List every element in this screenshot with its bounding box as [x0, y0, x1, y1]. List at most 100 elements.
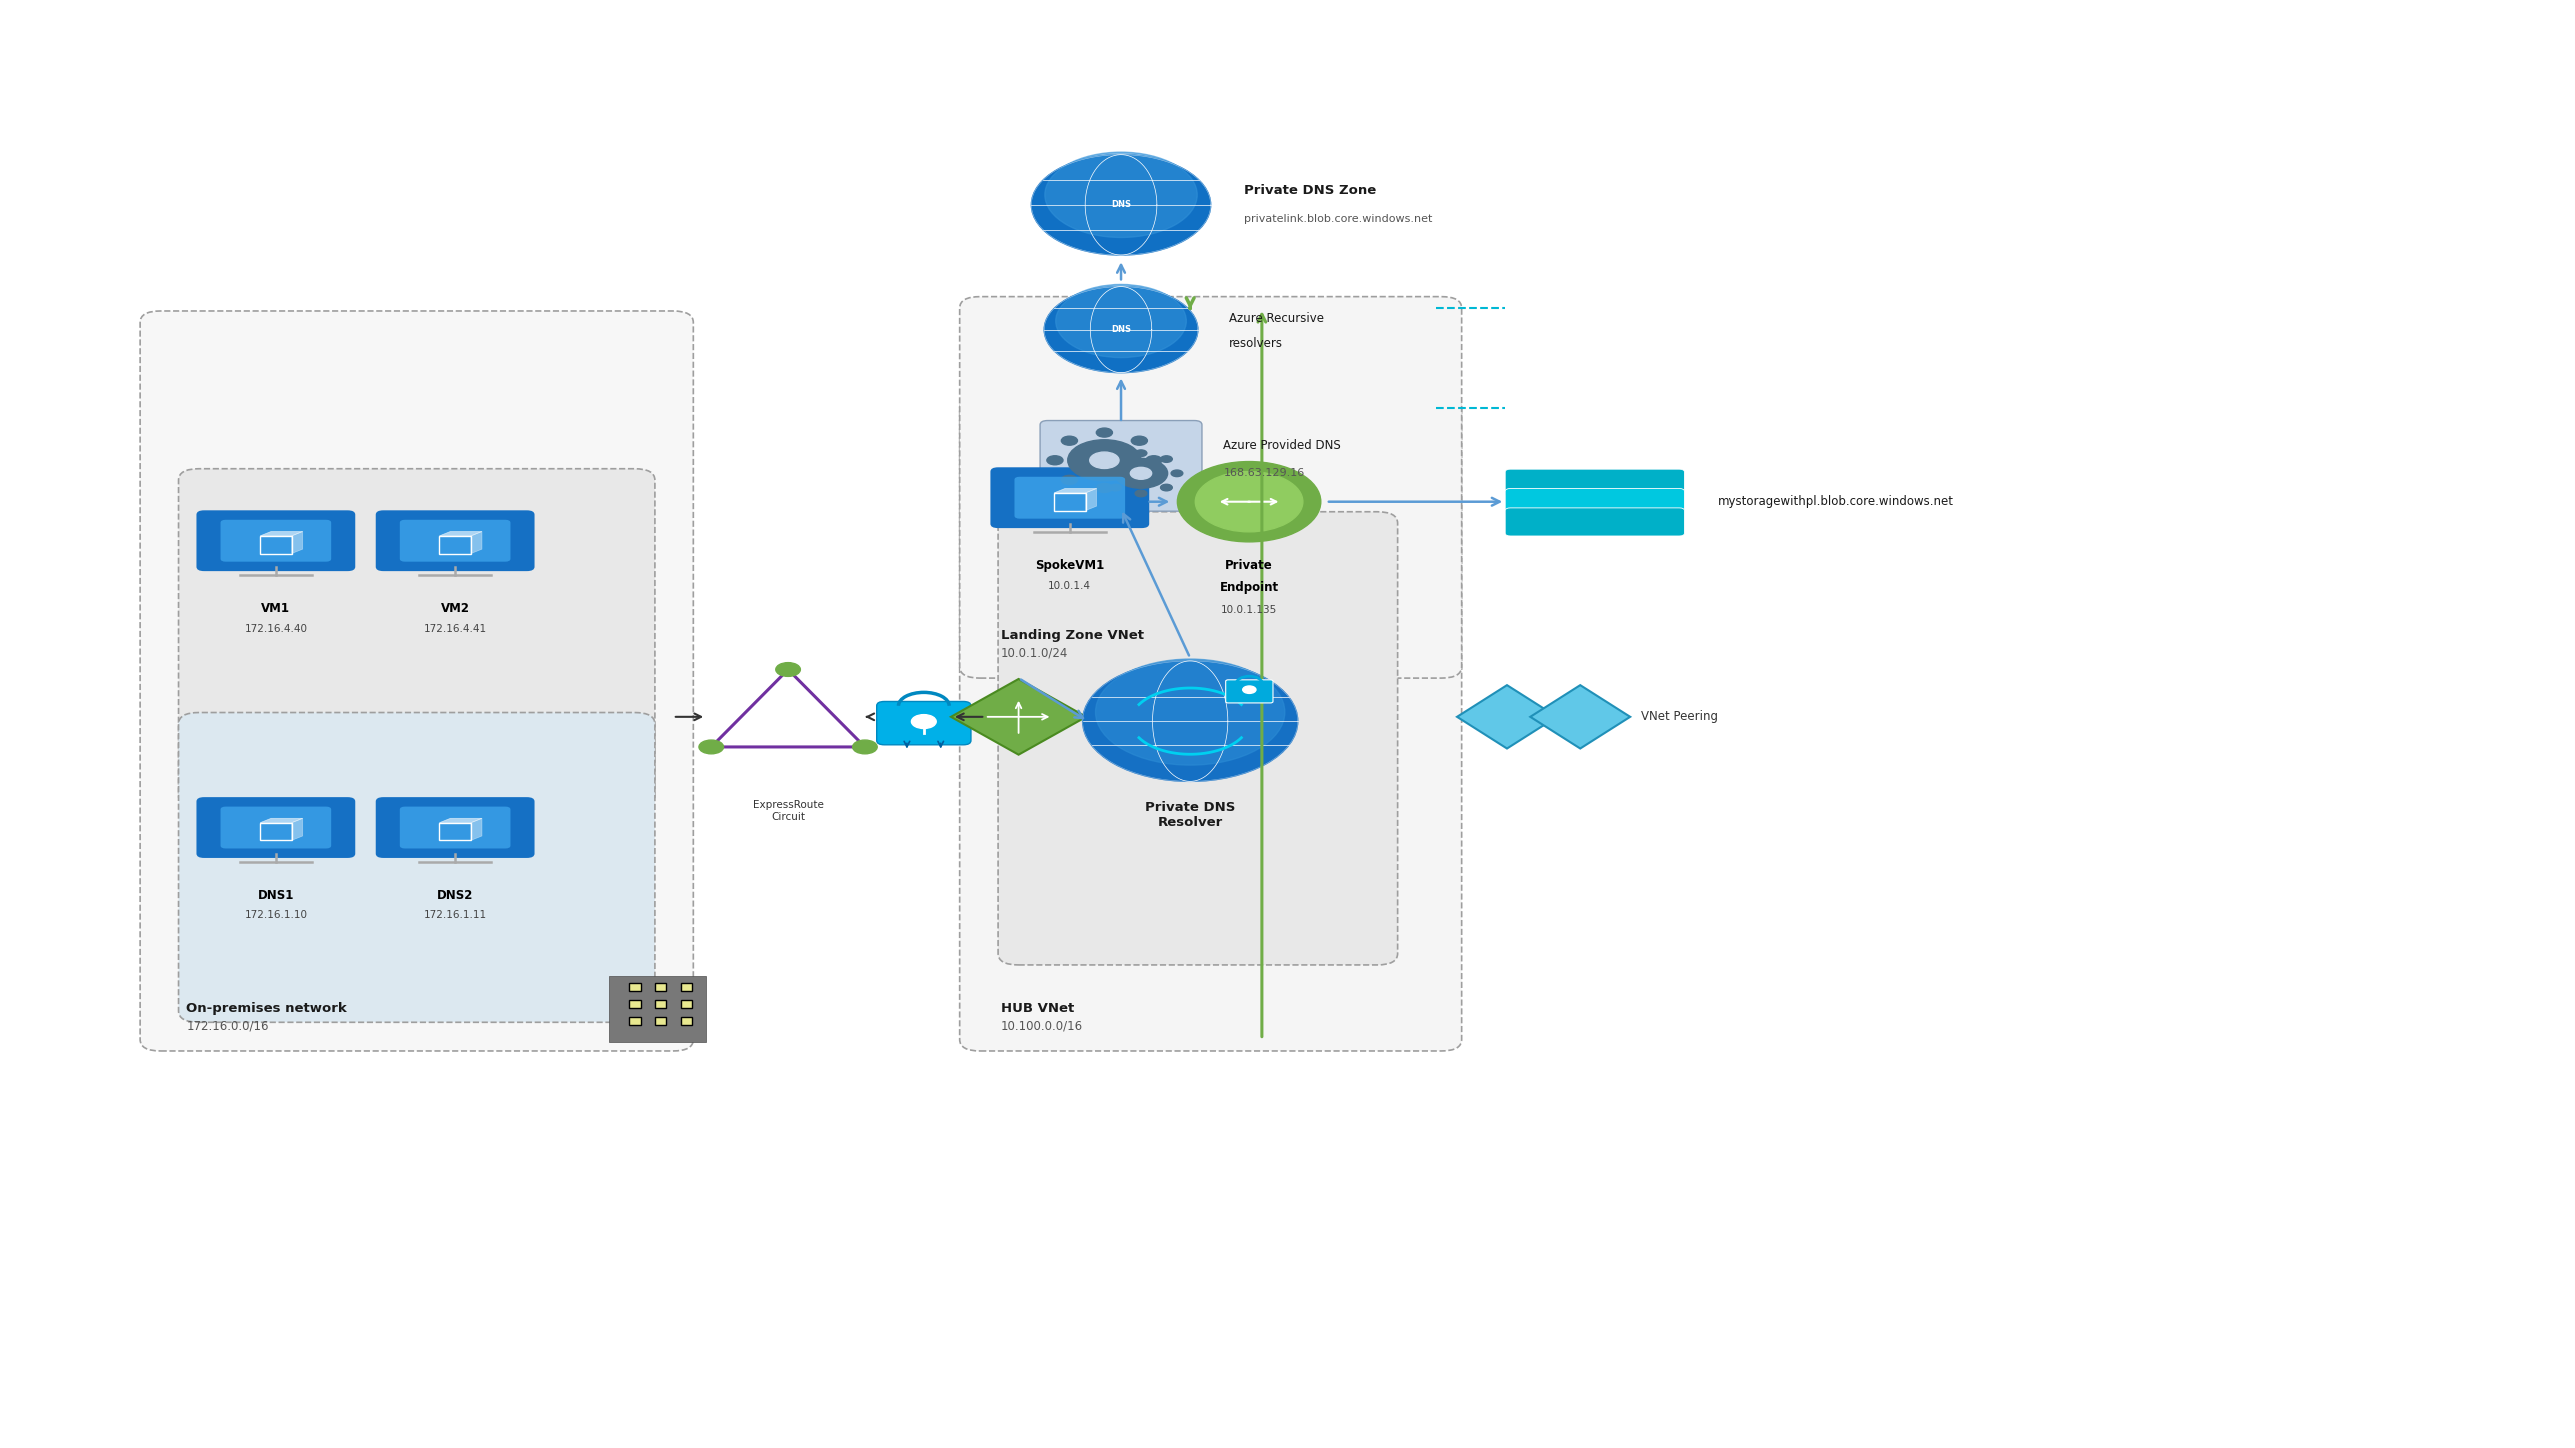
Polygon shape	[1530, 685, 1630, 749]
Circle shape	[1161, 484, 1172, 491]
Circle shape	[1195, 472, 1303, 531]
Circle shape	[1136, 450, 1146, 456]
Circle shape	[1146, 456, 1161, 465]
FancyBboxPatch shape	[376, 510, 536, 571]
Circle shape	[1130, 468, 1151, 479]
Circle shape	[1100, 471, 1110, 476]
Circle shape	[1097, 484, 1112, 492]
Circle shape	[1089, 452, 1120, 469]
Polygon shape	[440, 818, 482, 822]
Polygon shape	[471, 531, 482, 553]
Circle shape	[1061, 475, 1076, 484]
Text: Private: Private	[1226, 559, 1272, 572]
FancyBboxPatch shape	[999, 511, 1398, 964]
FancyBboxPatch shape	[654, 983, 667, 990]
Text: DNS: DNS	[1110, 326, 1130, 334]
Text: ExpressRoute
Circuit: ExpressRoute Circuit	[752, 799, 824, 821]
Circle shape	[1110, 456, 1123, 462]
Text: 10.100.0.0/16: 10.100.0.0/16	[1002, 1019, 1082, 1032]
Text: Private DNS Zone: Private DNS Zone	[1244, 184, 1375, 197]
FancyBboxPatch shape	[1506, 508, 1684, 536]
Text: resolvers: resolvers	[1228, 337, 1282, 350]
Text: Endpoint: Endpoint	[1221, 581, 1280, 594]
FancyBboxPatch shape	[680, 1001, 693, 1008]
Circle shape	[1082, 660, 1298, 782]
FancyBboxPatch shape	[1040, 420, 1203, 511]
Circle shape	[1161, 456, 1172, 462]
Polygon shape	[291, 818, 304, 840]
Circle shape	[1115, 459, 1166, 488]
Circle shape	[1094, 659, 1285, 765]
Text: 172.16.0.0/16: 172.16.0.0/16	[185, 1019, 268, 1032]
FancyBboxPatch shape	[376, 798, 536, 859]
Circle shape	[1069, 440, 1141, 481]
Circle shape	[1061, 436, 1076, 445]
Text: DNS1: DNS1	[258, 889, 294, 902]
Circle shape	[1177, 462, 1321, 542]
Circle shape	[912, 715, 937, 728]
FancyBboxPatch shape	[178, 469, 654, 807]
FancyBboxPatch shape	[608, 976, 706, 1043]
Circle shape	[1056, 284, 1187, 358]
Text: 172.16.1.11: 172.16.1.11	[422, 911, 487, 921]
FancyBboxPatch shape	[680, 1016, 693, 1025]
Text: 10.0.1.135: 10.0.1.135	[1221, 605, 1277, 615]
FancyBboxPatch shape	[654, 1001, 667, 1008]
Circle shape	[1048, 456, 1063, 465]
Text: Azure Provided DNS: Azure Provided DNS	[1223, 439, 1342, 452]
Text: VM1: VM1	[260, 602, 291, 615]
FancyBboxPatch shape	[139, 311, 693, 1051]
FancyBboxPatch shape	[628, 1001, 641, 1008]
Text: 172.16.4.40: 172.16.4.40	[245, 624, 306, 634]
Text: 168.63.129.16: 168.63.129.16	[1223, 468, 1306, 478]
Text: Landing Zone VNet: Landing Zone VNet	[1002, 630, 1143, 643]
Text: HUB VNet: HUB VNet	[1002, 1002, 1074, 1015]
FancyBboxPatch shape	[960, 297, 1463, 678]
Circle shape	[852, 740, 878, 754]
Text: 10.0.1.0/24: 10.0.1.0/24	[1002, 646, 1069, 659]
Circle shape	[1110, 484, 1123, 491]
Text: 10.0.1.4: 10.0.1.4	[1048, 581, 1092, 591]
Circle shape	[1045, 152, 1197, 237]
FancyBboxPatch shape	[628, 1016, 641, 1025]
Text: SpokeVM1: SpokeVM1	[1035, 559, 1105, 572]
Circle shape	[698, 740, 724, 754]
Text: privatelink.blob.core.windows.net: privatelink.blob.core.windows.net	[1244, 214, 1432, 224]
Text: DNS: DNS	[1110, 200, 1130, 210]
Polygon shape	[440, 531, 482, 536]
Text: Private DNS
Resolver: Private DNS Resolver	[1146, 801, 1236, 830]
Text: VNet Peering: VNet Peering	[1640, 711, 1718, 724]
Text: mystoragewithpl.blob.core.windows.net: mystoragewithpl.blob.core.windows.net	[1718, 495, 1954, 508]
Circle shape	[775, 663, 801, 676]
Polygon shape	[950, 679, 1087, 754]
FancyBboxPatch shape	[680, 983, 693, 990]
Text: 172.16.4.41: 172.16.4.41	[422, 624, 487, 634]
Text: VM2: VM2	[440, 602, 469, 615]
FancyBboxPatch shape	[1015, 476, 1125, 518]
FancyBboxPatch shape	[221, 520, 332, 562]
Polygon shape	[1053, 488, 1097, 492]
FancyBboxPatch shape	[654, 1016, 667, 1025]
FancyBboxPatch shape	[196, 798, 355, 859]
FancyBboxPatch shape	[178, 712, 654, 1022]
Circle shape	[1045, 287, 1197, 372]
FancyBboxPatch shape	[960, 397, 1463, 1051]
Circle shape	[1130, 475, 1148, 484]
Circle shape	[1130, 436, 1148, 445]
FancyBboxPatch shape	[628, 983, 641, 990]
Polygon shape	[1457, 685, 1558, 749]
Circle shape	[1244, 686, 1257, 694]
Polygon shape	[291, 531, 304, 553]
Polygon shape	[260, 531, 304, 536]
Text: On-premises network: On-premises network	[185, 1002, 348, 1015]
FancyBboxPatch shape	[1506, 469, 1684, 497]
Text: 172.16.1.10: 172.16.1.10	[245, 911, 306, 921]
FancyBboxPatch shape	[1226, 679, 1272, 702]
Circle shape	[1172, 471, 1182, 476]
Text: Azure Recursive: Azure Recursive	[1228, 311, 1324, 324]
Text: DNS2: DNS2	[438, 889, 474, 902]
FancyBboxPatch shape	[876, 701, 971, 744]
FancyBboxPatch shape	[196, 510, 355, 571]
Circle shape	[1033, 155, 1210, 255]
FancyBboxPatch shape	[991, 468, 1148, 529]
